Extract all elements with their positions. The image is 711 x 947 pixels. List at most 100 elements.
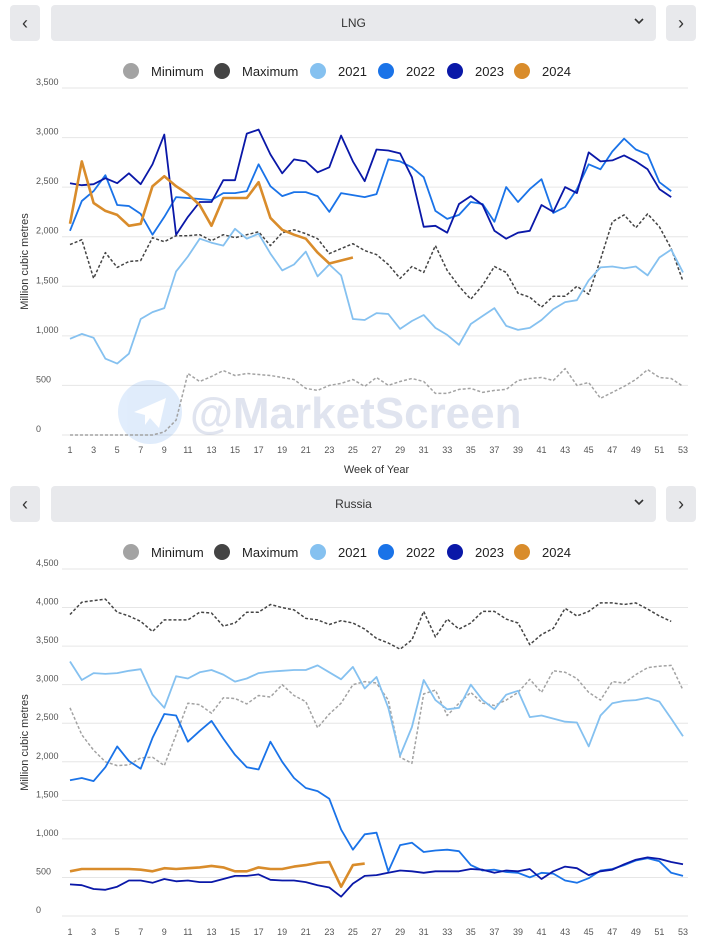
legend-swatch — [123, 63, 139, 79]
x-tick-label: 47 — [607, 927, 617, 937]
russia-prev-button[interactable]: ‹ — [10, 486, 40, 522]
russia-chart-svg: Minimum Maximum 2021 2022 2023 2024 0 500 1,000 1… — [19, 544, 688, 937]
x-tick-label: 1 — [67, 445, 72, 455]
y-tick-label: 500 — [36, 374, 51, 384]
x-tick-label: 17 — [254, 445, 264, 455]
chevron-down-icon — [634, 18, 644, 25]
x-tick-label: 9 — [162, 445, 167, 455]
legend-swatch — [214, 63, 230, 79]
x-tick-label: 53 — [678, 927, 688, 937]
x-tick-label: 25 — [348, 927, 358, 937]
legend-label: 2021 — [338, 64, 367, 79]
x-tick-label: 15 — [230, 927, 240, 937]
legend-label: Maximum — [242, 64, 298, 79]
x-tick-label: 21 — [301, 445, 311, 455]
y-axis-title: Million cubic metres — [19, 213, 31, 310]
x-tick-label: 9 — [162, 927, 167, 937]
x-tick-label: 45 — [584, 927, 594, 937]
legend-label: Maximum — [242, 545, 298, 560]
x-tick-label: 53 — [678, 445, 688, 455]
y-tick-label: 1,000 — [36, 828, 59, 838]
legend-swatch — [514, 63, 530, 79]
x-tick-label: 35 — [466, 927, 476, 937]
lng-selector-row: ‹ LNG › — [0, 5, 711, 43]
lng-chart: Minimum Maximum 2021 2022 2023 2024 0 500 1,000 1… — [0, 50, 711, 482]
legend-item-2024[interactable]: 2024 — [514, 63, 571, 79]
y-tick-label: 2,500 — [36, 712, 59, 722]
y-tick-label: 0 — [36, 424, 41, 434]
legend-item-2023[interactable]: 2023 — [447, 544, 504, 560]
legend-item-maximum[interactable]: Maximum — [214, 63, 298, 79]
watermark-text: @MarketScreen — [190, 389, 522, 438]
x-tick-label: 35 — [466, 445, 476, 455]
x-tick-label: 33 — [442, 927, 452, 937]
lng-prev-button[interactable]: ‹ — [10, 5, 40, 41]
lng-dropdown[interactable]: LNG — [51, 5, 656, 41]
x-axis-title: Week of Year — [344, 464, 410, 476]
legend-item-2022[interactable]: 2022 — [378, 544, 435, 560]
x-tick-label: 3 — [91, 927, 96, 937]
x-tick-label: 21 — [301, 927, 311, 937]
legend-swatch — [447, 544, 463, 560]
legend-item-minimum[interactable]: Minimum — [123, 544, 204, 560]
y-tick-label: 3,500 — [36, 635, 59, 645]
x-tick-label: 13 — [206, 927, 216, 937]
y-tick-label: 2,000 — [36, 226, 59, 236]
x-tick-label: 41 — [537, 927, 547, 937]
legend-item-2023[interactable]: 2023 — [447, 63, 504, 79]
series-line-maximum — [69, 598, 672, 650]
x-tick-label: 15 — [230, 445, 240, 455]
legend-item-minimum[interactable]: Minimum — [123, 63, 204, 79]
x-tick-label: 19 — [277, 927, 287, 937]
telegram-plane — [134, 398, 166, 428]
legend-item-2021[interactable]: 2021 — [310, 544, 367, 560]
russia-dropdown[interactable]: Russia — [51, 486, 656, 522]
lng-next-button[interactable]: › — [666, 5, 696, 41]
x-tick-label: 17 — [254, 927, 264, 937]
y-tick-label: 4,000 — [36, 597, 59, 607]
x-tick-label: 31 — [419, 445, 429, 455]
series-line-2022 — [69, 713, 684, 884]
x-tick-label: 27 — [371, 445, 381, 455]
watermark: @MarketScreen — [118, 380, 522, 444]
legend-swatch — [378, 63, 394, 79]
series-line-maximum — [69, 213, 684, 308]
series-line-minimum — [70, 367, 684, 436]
x-tick-label: 43 — [560, 927, 570, 937]
x-tick-label: 49 — [631, 445, 641, 455]
legend-label: 2024 — [542, 545, 571, 560]
series-line-2023 — [69, 856, 684, 898]
lng-dropdown-label: LNG — [341, 16, 366, 30]
legend-label: 2024 — [542, 64, 571, 79]
russia-next-button[interactable]: › — [666, 486, 696, 522]
chevron-left-icon: ‹ — [22, 493, 28, 514]
x-tick-label: 37 — [489, 927, 499, 937]
x-tick-label: 39 — [513, 445, 523, 455]
series-line-2024 — [69, 860, 365, 889]
series-line-2022 — [69, 137, 672, 236]
chevron-right-icon: › — [678, 12, 684, 33]
legend-item-2024[interactable]: 2024 — [514, 544, 571, 560]
chevron-down-icon — [634, 499, 644, 506]
y-tick-label: 4,500 — [36, 558, 59, 568]
legend-item-2022[interactable]: 2022 — [378, 63, 435, 79]
legend-label: 2023 — [475, 545, 504, 560]
x-tick-label: 11 — [183, 445, 192, 455]
legend-item-maximum[interactable]: Maximum — [214, 544, 298, 560]
legend-swatch — [310, 544, 326, 560]
x-tick-label: 37 — [489, 445, 499, 455]
y-tick-label: 1,500 — [36, 789, 59, 799]
legend-item-2021[interactable]: 2021 — [310, 63, 367, 79]
x-tick-label: 43 — [560, 445, 570, 455]
legend-swatch — [123, 544, 139, 560]
x-tick-label: 23 — [324, 445, 334, 455]
x-tick-label: 7 — [138, 445, 143, 455]
x-tick-label: 25 — [348, 445, 358, 455]
x-tick-label: 51 — [654, 927, 664, 937]
legend-swatch — [378, 544, 394, 560]
legend-swatch — [310, 63, 326, 79]
x-tick-label: 39 — [513, 927, 523, 937]
series-line-minimum — [69, 664, 684, 767]
telegram-icon — [118, 380, 182, 444]
y-tick-label: 1,500 — [36, 275, 59, 285]
